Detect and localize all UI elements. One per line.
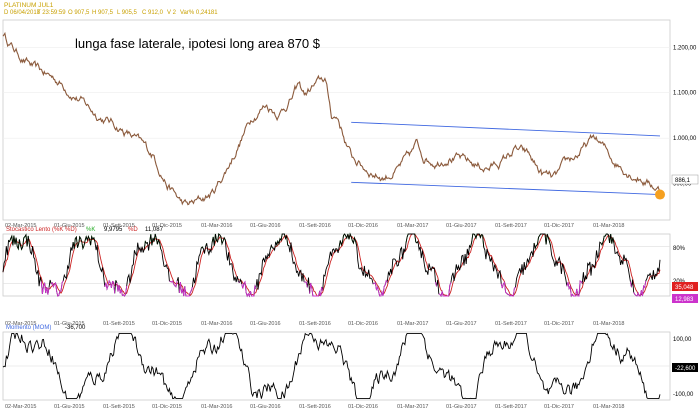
stoch-panel: Stocastico Lento (%K %D) %K 9,9795 %D 11… [2,227,698,303]
x-axis-tick-label: 01-Dic-2017 [544,321,574,327]
price-panel: 1.200,00 1.100,00 1.000,00 900,00 PLATINUM … [2,2,699,221]
x-axis-tick-label: 01-Mar-2018 [593,321,625,327]
x-axis-tick-label: 01-Giu-2016 [250,321,281,327]
channel-upper-line [351,121,661,137]
stoch-title: Stocastico Lento (%K %D) [6,227,77,233]
x-axis-labels-top: 02-Mar-2015 01-Giu-2015 01-Sett-2015 01-Dic… [5,223,625,229]
x-axis-tick-label: 01-Mar-2017 [397,223,429,229]
chart-header-date: D 06/04/2018 [4,10,41,16]
stoch-k-value: 9,9795 [104,227,123,233]
chart-header-time: T 23:59:59 [37,10,66,16]
stoch-badge-magenta [672,294,698,303]
x-axis-labels-middle: 02-Mar-2015 01-Giu-2015 01-Sett-2015 01-Dic… [5,321,625,327]
stoch-badge-magenta-value: 12,983 [675,297,694,303]
price-axis-label: 900,00 [673,182,692,188]
mom-title: Momento (MOM) [6,325,51,331]
x-axis-tick-label: 01-Sett-2016 [299,321,331,327]
x-axis-tick-label: 01-Sett-2016 [299,223,331,229]
x-axis-tick-label: 01-Giu-2015 [54,404,85,410]
x-axis-tick-label: 01-Sett-2015 [103,223,135,229]
stoch-badge-red-value: 35,048 [675,285,694,291]
chart-header-low: L 905,5 [117,10,137,16]
chart-header-open: O 907,5 [68,10,90,16]
x-axis-tick-label: 01-Dic-2015 [152,321,182,327]
stoch-k-label: %K [86,227,95,233]
x-axis-tick-label: 01-Sett-2017 [495,223,527,229]
x-axis-tick-label: 01-Sett-2017 [495,404,527,410]
chart-header-var: Var% 0,24181 [180,10,218,16]
x-axis-tick-label: 01-Dic-2017 [544,223,574,229]
x-axis-tick-label: 01-Mar-2018 [593,223,625,229]
chart-header-high: H 907,5 [92,10,114,16]
x-axis-tick-label: 02-Mar-2015 [5,223,37,229]
stoch-magenta-line [40,279,647,298]
channel-lower-line [351,181,661,195]
mom-panel: Momento (MOM) -36,700 100,00 -100,00 -22… [2,325,698,401]
x-axis-tick-label: 01-Giu-2015 [54,223,85,229]
mom-badge-value: -22,600 [675,366,696,372]
price-grid [3,46,670,184]
last-price-badge [671,174,699,185]
x-axis-tick-label: 01-Mar-2017 [397,321,429,327]
stoch-axis-80: 80% [673,246,686,252]
x-axis-tick-label: 01-Mar-2017 [397,404,429,410]
price-plot-area [2,19,671,221]
x-axis-tick-label: 01-Sett-2015 [103,321,135,327]
x-axis-tick-label: 01-Dic-2015 [152,223,182,229]
price-axis-label: 1.100,00 [673,91,697,97]
chart-annotation: lunga fase laterale, ipotesi long area 8… [75,36,321,51]
x-axis-tick-label: 01-Mar-2016 [201,404,233,410]
x-axis-tick-label: 01-Mar-2016 [201,223,233,229]
x-axis-labels-bottom: 02-Mar-2015 01-Giu-2015 01-Sett-2015 01-Dic… [5,404,625,410]
x-axis-tick-label: 01-Dic-2016 [348,223,378,229]
momentum-line [2,332,661,400]
price-axis-label: 1.000,00 [673,136,697,142]
x-axis-tick-label: 01-Sett-2015 [103,404,135,410]
x-axis-tick-label: 01-Giu-2015 [54,321,85,327]
mom-axis-top: 100,00 [673,337,692,343]
x-axis-tick-label: 01-Giu-2016 [250,404,281,410]
stoch-d-label: %D [128,227,138,233]
stoch-d-value: 11,087 [145,227,164,233]
x-axis-tick-label: 01-Sett-2017 [495,321,527,327]
chart-header-volume: V 2 [167,10,177,16]
mom-badge [672,363,698,372]
x-axis-tick-label: 01-Dic-2016 [348,404,378,410]
x-axis-tick-label: 01-Mar-2018 [593,404,625,410]
x-axis-tick-label: 01-Dic-2015 [152,404,182,410]
mom-axis-bottom: -100,00 [673,392,694,398]
last-price-label: 886,1 [675,178,691,184]
chart-header-close: C 912,0 [142,10,164,16]
chart-header-symbol: PLATINUM JUL1 [4,2,54,9]
mom-value: -36,700 [65,325,86,331]
price-series-line [2,31,661,206]
x-axis-tick-label: 01-Dic-2017 [544,404,574,410]
x-axis-tick-label: 02-Mar-2015 [5,404,37,410]
x-axis-tick-label: 01-Dic-2016 [348,321,378,327]
price-axis-label: 1.200,00 [673,45,697,51]
x-axis-tick-label: 01-Giu-2017 [446,223,477,229]
x-axis-tick-label: 01-Mar-2016 [201,321,233,327]
price-axis-ticks: 1.200,00 1.100,00 1.000,00 900,00 [673,45,697,187]
last-price-marker [655,189,665,200]
stoch-badge-red [672,282,698,291]
x-axis-tick-label: 01-Giu-2017 [446,321,477,327]
x-axis-tick-label: 02-Mar-2015 [5,321,37,327]
price-channel [351,121,661,195]
x-axis-tick-label: 01-Sett-2016 [299,404,331,410]
x-axis-tick-label: 01-Giu-2016 [250,223,281,229]
x-axis-tick-label: 01-Giu-2017 [446,404,477,410]
